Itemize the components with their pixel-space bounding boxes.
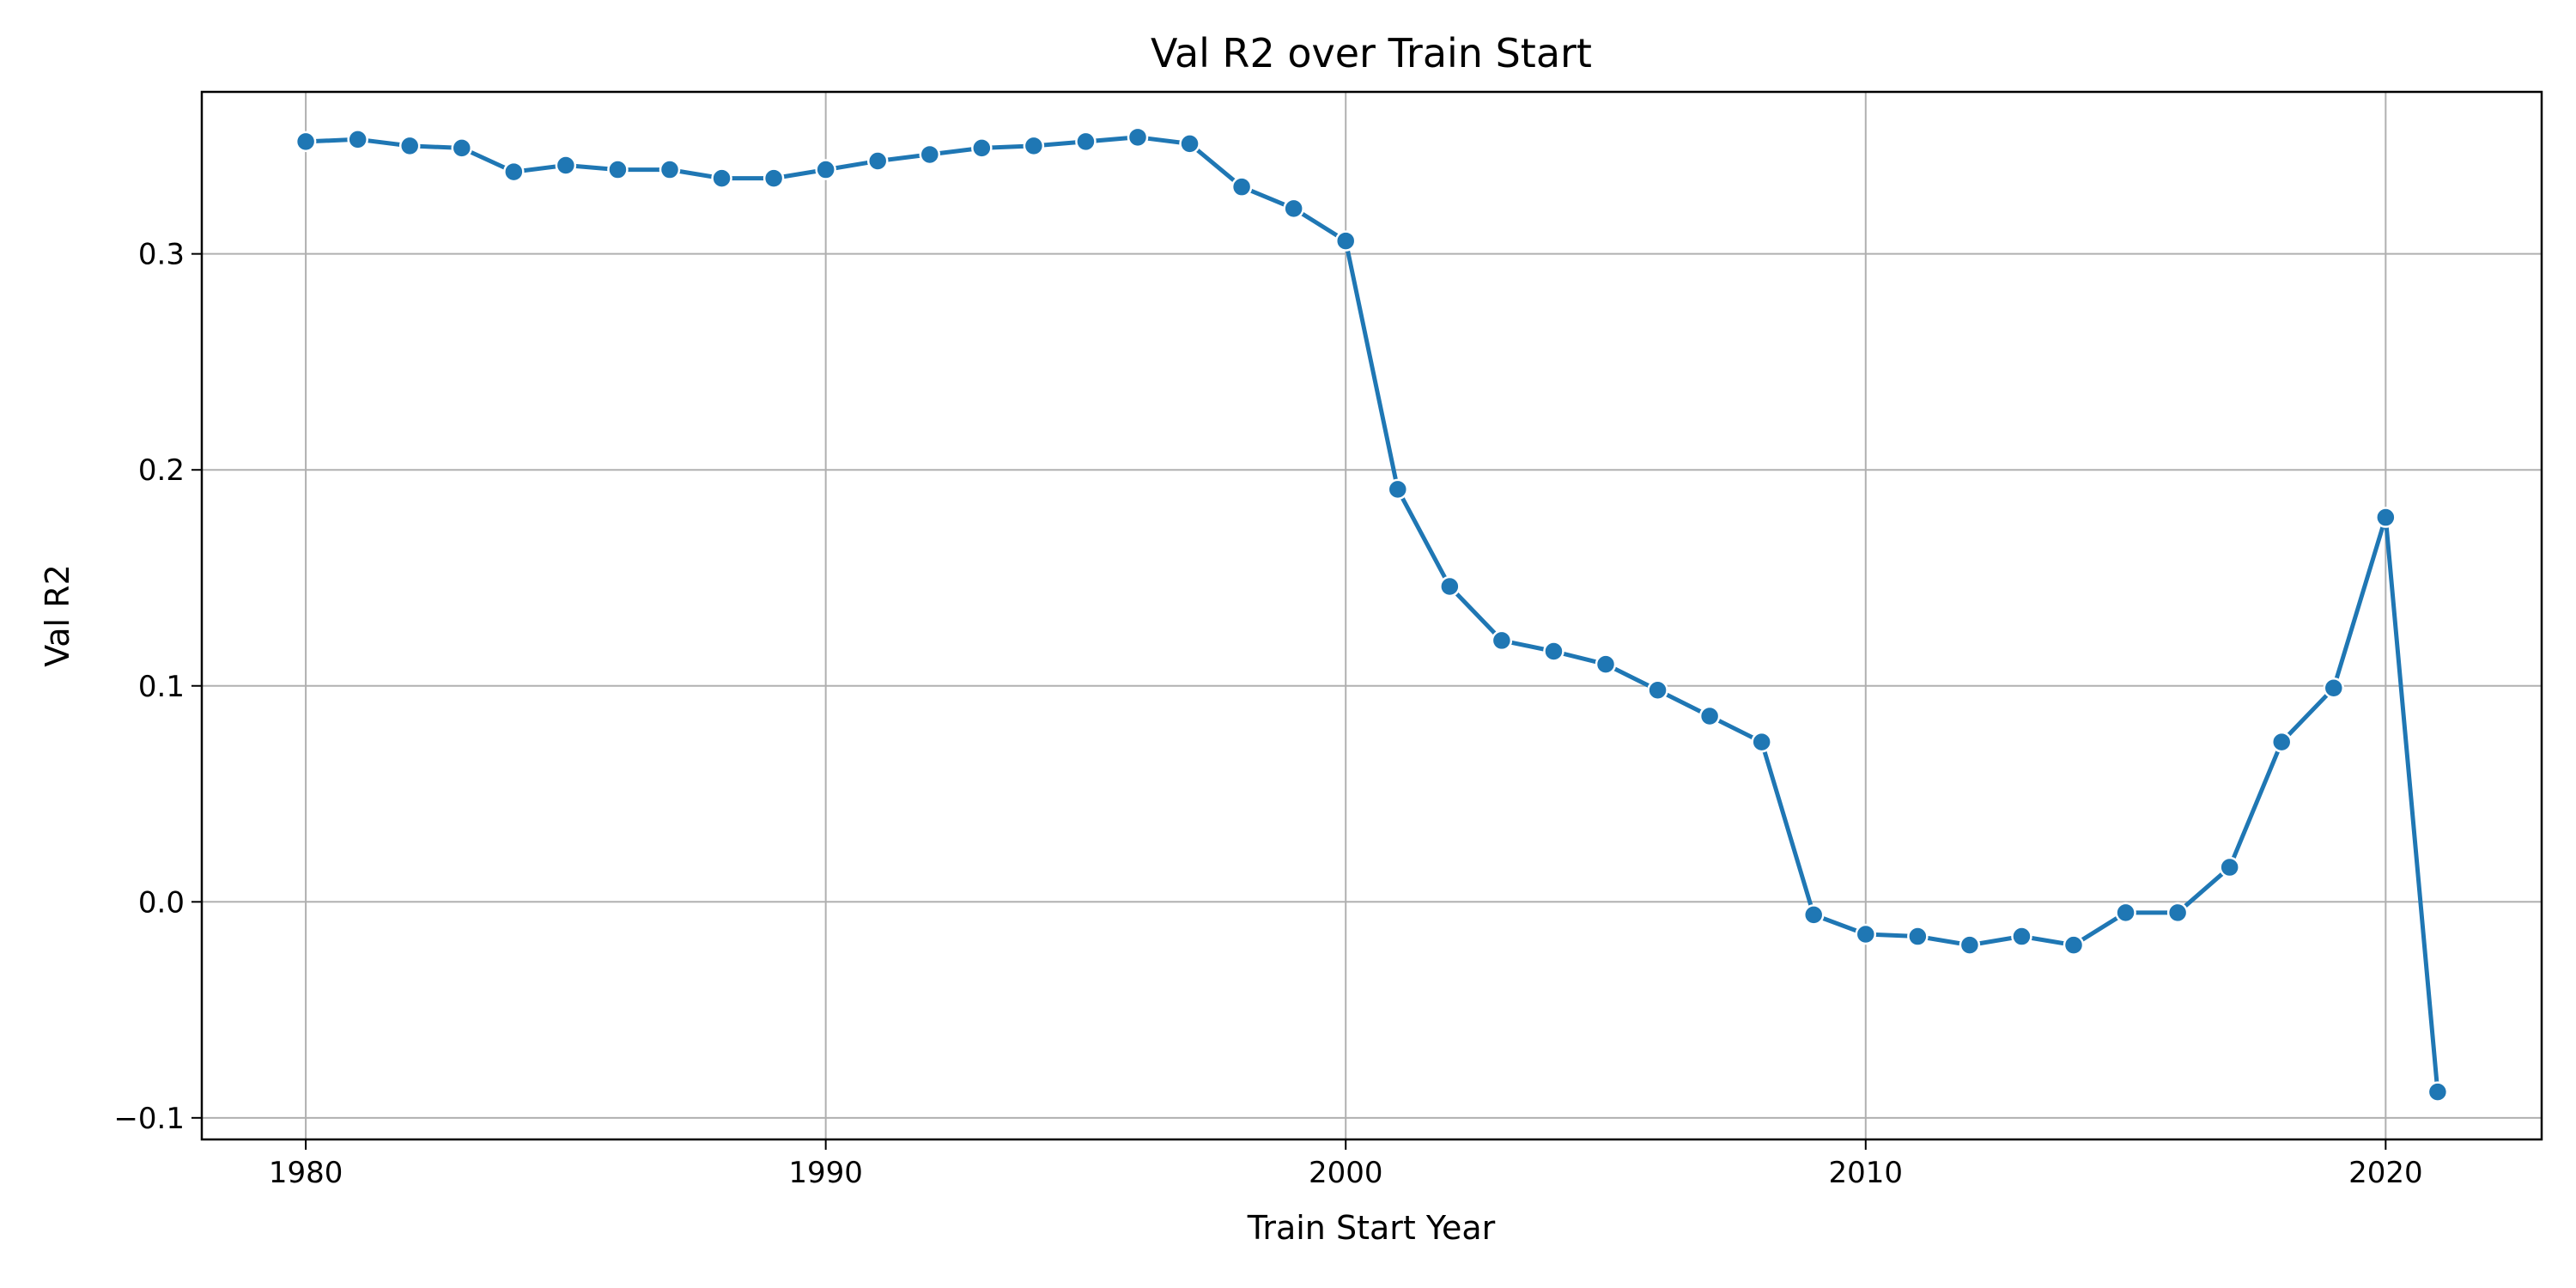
data-point	[295, 131, 317, 153]
data-point	[1387, 478, 1409, 501]
data-point	[1543, 641, 1564, 662]
data-point	[659, 159, 681, 180]
x-tick-label: 1990	[788, 1156, 863, 1190]
plot-area-frame	[200, 90, 2543, 1141]
grid-lines	[202, 92, 2542, 1139]
data-point	[347, 129, 368, 150]
data-point	[1334, 230, 1357, 252]
y-tick-label: 0.1	[138, 670, 185, 704]
y-tick-label: −0.1	[113, 1102, 185, 1136]
data-point	[1698, 705, 1721, 727]
y-axis-ticks: −0.1 0.0 0.1 0.2 0.3	[113, 238, 202, 1136]
data-point	[1127, 126, 1149, 149]
data-point	[919, 143, 941, 166]
data-point	[1751, 731, 1772, 753]
data-point	[2219, 856, 2240, 878]
x-tick-label: 2000	[1309, 1156, 1383, 1190]
y-tick-label: 0.0	[138, 885, 185, 920]
data-markers	[295, 126, 2449, 1103]
data-point	[1959, 934, 1981, 956]
data-point	[2011, 926, 2032, 947]
data-point	[1283, 197, 1304, 220]
data-point	[1802, 904, 1825, 926]
data-point	[1230, 176, 1253, 197]
y-tick-label: 0.3	[138, 238, 185, 272]
x-tick-label: 2010	[1829, 1156, 1904, 1190]
chart-title: Val R2 over Train Start	[1151, 30, 1592, 76]
data-point	[2063, 934, 2085, 956]
data-point	[2375, 507, 2397, 528]
data-point	[1075, 131, 1097, 153]
data-point	[2115, 902, 2136, 924]
data-point	[815, 159, 836, 180]
data-point	[398, 135, 421, 157]
data-point	[607, 159, 629, 180]
data-point	[1647, 679, 1668, 702]
x-tick-label: 2020	[2348, 1156, 2423, 1190]
data-point	[451, 137, 473, 159]
data-point	[2166, 902, 2189, 924]
y-tick-label: 0.2	[138, 453, 185, 488]
data-point	[866, 150, 889, 172]
x-axis-ticks: 1980 1990 2000 2010 2020	[269, 1139, 2423, 1190]
data-point	[1855, 923, 1877, 945]
data-point	[1439, 575, 1461, 598]
x-axis-title: Train Start Year	[1247, 1209, 1496, 1247]
data-point	[1595, 653, 1617, 675]
data-point	[2427, 1081, 2449, 1103]
data-point	[711, 167, 732, 189]
data-point	[1179, 133, 1200, 155]
x-tick-label: 1980	[269, 1156, 343, 1190]
y-axis-title: Val R2	[39, 564, 76, 667]
data-point	[503, 161, 525, 183]
data-point	[1491, 629, 1513, 652]
data-point	[2323, 677, 2345, 699]
data-point	[555, 155, 577, 176]
data-point	[971, 137, 993, 159]
data-point	[762, 167, 785, 189]
data-point	[1023, 135, 1045, 157]
data-point	[2270, 731, 2293, 753]
data-point	[1907, 926, 1929, 947]
